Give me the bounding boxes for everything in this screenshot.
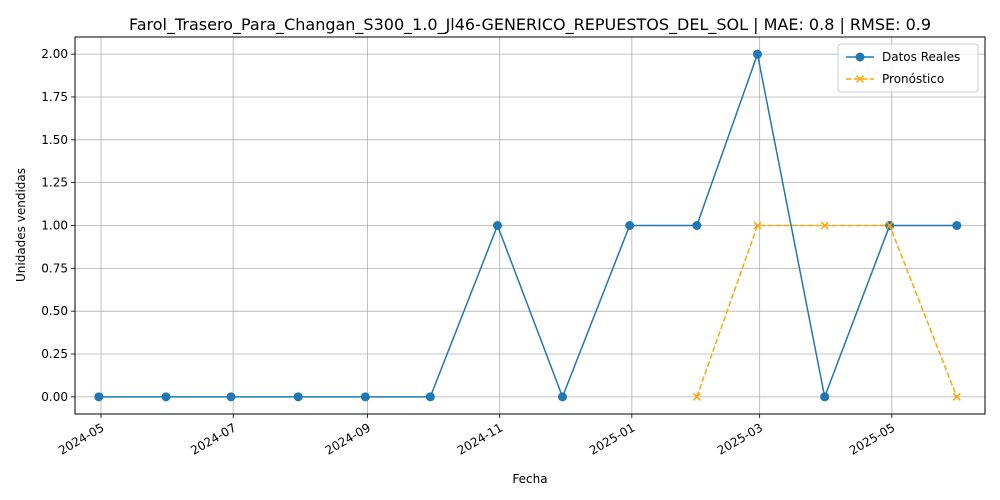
data-point-real: [161, 392, 171, 402]
x-tick-label: 2024-09: [323, 420, 373, 457]
data-point-real: [820, 392, 830, 402]
data-point-real: [692, 221, 702, 230]
data-point-real: [94, 392, 104, 402]
data-point-forecast: [885, 221, 894, 230]
series-line-real: [98, 51, 957, 400]
chart-title: Farol_Trasero_Para_Changan_S300_1.0_Jl46…: [129, 15, 931, 35]
y-tick-label: 1.50: [41, 133, 68, 147]
data-point-forecast: [753, 221, 762, 230]
legend-box: [837, 43, 979, 93]
legend-label-forecast: Pronóstico: [882, 72, 944, 86]
y-tick-label: 2.00: [41, 47, 68, 61]
legend-marker-forecast: [855, 74, 865, 84]
data-point-real: [952, 221, 962, 230]
data-point-real: [226, 392, 236, 402]
y-tick-label: 1.75: [41, 90, 68, 104]
legend-marker-real: [855, 52, 865, 62]
x-tick-label: 2024-11: [455, 420, 505, 457]
x-tick-label: 2024-07: [188, 420, 238, 457]
y-tick-label: 1.00: [41, 219, 68, 233]
data-point-real: [360, 392, 370, 402]
data-point-forecast: [820, 221, 829, 230]
data-point-forecast: [952, 392, 961, 401]
data-point-real: [558, 392, 567, 402]
x-axis-label: Fecha: [512, 472, 547, 486]
data-point-real: [425, 392, 435, 402]
x-tick-label: 2025-01: [587, 420, 637, 457]
y-tick-label: 0.25: [41, 347, 68, 361]
series-layer: [94, 49, 962, 402]
x-tick-label: 2025-03: [715, 420, 765, 457]
y-tick-label: 0.00: [41, 390, 68, 404]
data-point-real: [753, 49, 762, 59]
y-tick-label: 0.50: [41, 304, 68, 318]
legend: Datos Reales Pronóstico: [837, 43, 979, 93]
data-point-forecast: [692, 392, 701, 401]
legend-label-real: Datos Reales: [882, 50, 960, 64]
x-tick-label: 2024-05: [56, 420, 106, 457]
data-point-real: [293, 392, 303, 402]
data-point-real: [625, 221, 635, 230]
x-tick-label: 2025-05: [847, 420, 897, 457]
data-point-real: [493, 221, 502, 230]
y-tick-label: 0.75: [41, 261, 68, 275]
y-tick-label: 1.25: [41, 176, 68, 190]
y-axis-label: Unidades vendidas: [14, 168, 28, 282]
